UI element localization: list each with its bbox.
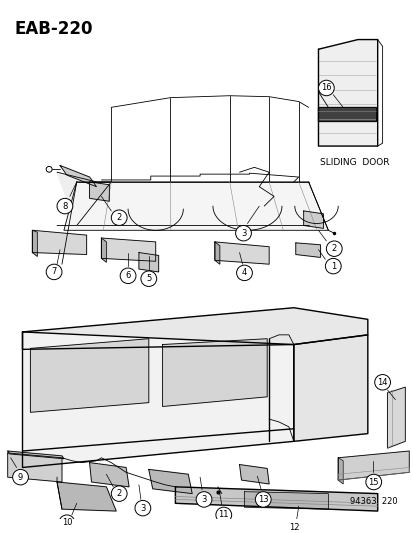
- Polygon shape: [337, 451, 408, 480]
- Circle shape: [236, 265, 252, 281]
- Circle shape: [325, 241, 341, 256]
- Text: 4: 4: [241, 269, 247, 277]
- Circle shape: [140, 271, 156, 286]
- Text: 94363  220: 94363 220: [349, 497, 396, 506]
- Text: 11: 11: [218, 511, 228, 520]
- Polygon shape: [101, 238, 155, 261]
- Polygon shape: [8, 453, 62, 482]
- Polygon shape: [295, 243, 320, 257]
- Text: 6: 6: [125, 271, 131, 280]
- Text: 3: 3: [201, 495, 206, 504]
- Text: 10: 10: [62, 518, 72, 527]
- Text: SLIDING  DOOR: SLIDING DOOR: [320, 158, 389, 167]
- Polygon shape: [318, 107, 375, 121]
- Text: 14: 14: [377, 378, 387, 387]
- Polygon shape: [337, 458, 342, 484]
- Text: 5: 5: [146, 274, 151, 283]
- Circle shape: [365, 474, 381, 490]
- Polygon shape: [244, 491, 328, 509]
- Text: 2: 2: [331, 244, 336, 253]
- Polygon shape: [162, 338, 266, 407]
- Polygon shape: [60, 165, 96, 187]
- Circle shape: [13, 470, 28, 485]
- Polygon shape: [214, 242, 268, 264]
- Polygon shape: [22, 308, 367, 349]
- Polygon shape: [214, 242, 219, 264]
- Polygon shape: [57, 482, 116, 511]
- Circle shape: [374, 375, 389, 390]
- Circle shape: [111, 486, 127, 502]
- Text: 9: 9: [18, 473, 23, 482]
- Polygon shape: [89, 463, 129, 487]
- Polygon shape: [101, 238, 106, 262]
- Circle shape: [59, 515, 75, 530]
- Circle shape: [235, 225, 251, 241]
- Circle shape: [46, 264, 62, 280]
- Polygon shape: [148, 470, 192, 494]
- Polygon shape: [32, 230, 37, 256]
- Polygon shape: [387, 387, 404, 448]
- Polygon shape: [8, 451, 64, 459]
- Polygon shape: [32, 230, 86, 254]
- Circle shape: [46, 166, 52, 172]
- Text: 7: 7: [51, 268, 57, 277]
- Polygon shape: [22, 332, 293, 467]
- Text: 1: 1: [330, 262, 335, 271]
- Circle shape: [255, 491, 271, 507]
- Circle shape: [57, 198, 73, 214]
- Polygon shape: [30, 338, 148, 413]
- Circle shape: [286, 520, 302, 533]
- Circle shape: [135, 500, 150, 516]
- Text: 15: 15: [368, 478, 378, 487]
- Text: 2: 2: [116, 213, 121, 222]
- Text: 13: 13: [257, 495, 268, 504]
- Polygon shape: [303, 211, 323, 228]
- Circle shape: [111, 210, 127, 225]
- Polygon shape: [318, 39, 377, 146]
- Circle shape: [318, 80, 333, 96]
- Text: 2: 2: [116, 489, 121, 498]
- Polygon shape: [89, 182, 109, 201]
- Polygon shape: [175, 487, 377, 511]
- Polygon shape: [64, 182, 328, 230]
- Circle shape: [215, 507, 231, 523]
- Circle shape: [325, 259, 340, 274]
- Circle shape: [196, 491, 211, 507]
- Text: 8: 8: [62, 201, 67, 211]
- Polygon shape: [139, 253, 158, 272]
- Circle shape: [120, 268, 135, 284]
- Polygon shape: [57, 172, 111, 225]
- Polygon shape: [239, 465, 268, 484]
- Text: EAB-220: EAB-220: [14, 20, 93, 38]
- Text: 16: 16: [320, 84, 331, 92]
- Text: 3: 3: [140, 504, 145, 513]
- Polygon shape: [293, 335, 367, 441]
- Text: 12: 12: [289, 523, 299, 532]
- Text: 3: 3: [240, 229, 246, 238]
